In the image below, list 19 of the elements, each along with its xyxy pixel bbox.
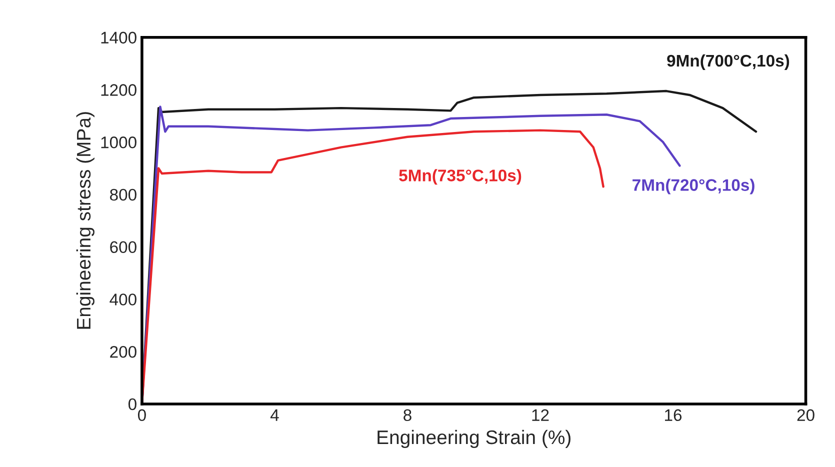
series-label: 9Mn(700°C,10s) [667,54,790,70]
x-tick-label: 20 [797,409,814,422]
y-tick-label: 1400 [101,32,136,44]
y-tick-label: 1200 [101,84,136,96]
x-axis-title: Engineering Strain (%) [378,430,570,448]
y-axis-title: Engineering stress (MPa) [76,112,94,329]
y-tick-label: 800 [110,188,136,201]
x-tick-label: 0 [138,409,146,422]
series-label: 7Mn(720°C,10s) [632,178,754,194]
y-tick-label: 200 [110,346,136,358]
series-label: 5Mn(735°C,10s) [399,169,522,185]
y-tick-label: 0 [128,398,136,410]
y-tick-label: 1000 [101,136,136,148]
y-tick-label: 400 [110,294,136,306]
y-tick-label: 600 [110,241,136,254]
x-tick-label: 8 [404,409,412,422]
x-tick-label: 12 [532,409,549,421]
x-tick-label: 4 [270,409,279,421]
x-tick-label: 16 [665,409,682,422]
